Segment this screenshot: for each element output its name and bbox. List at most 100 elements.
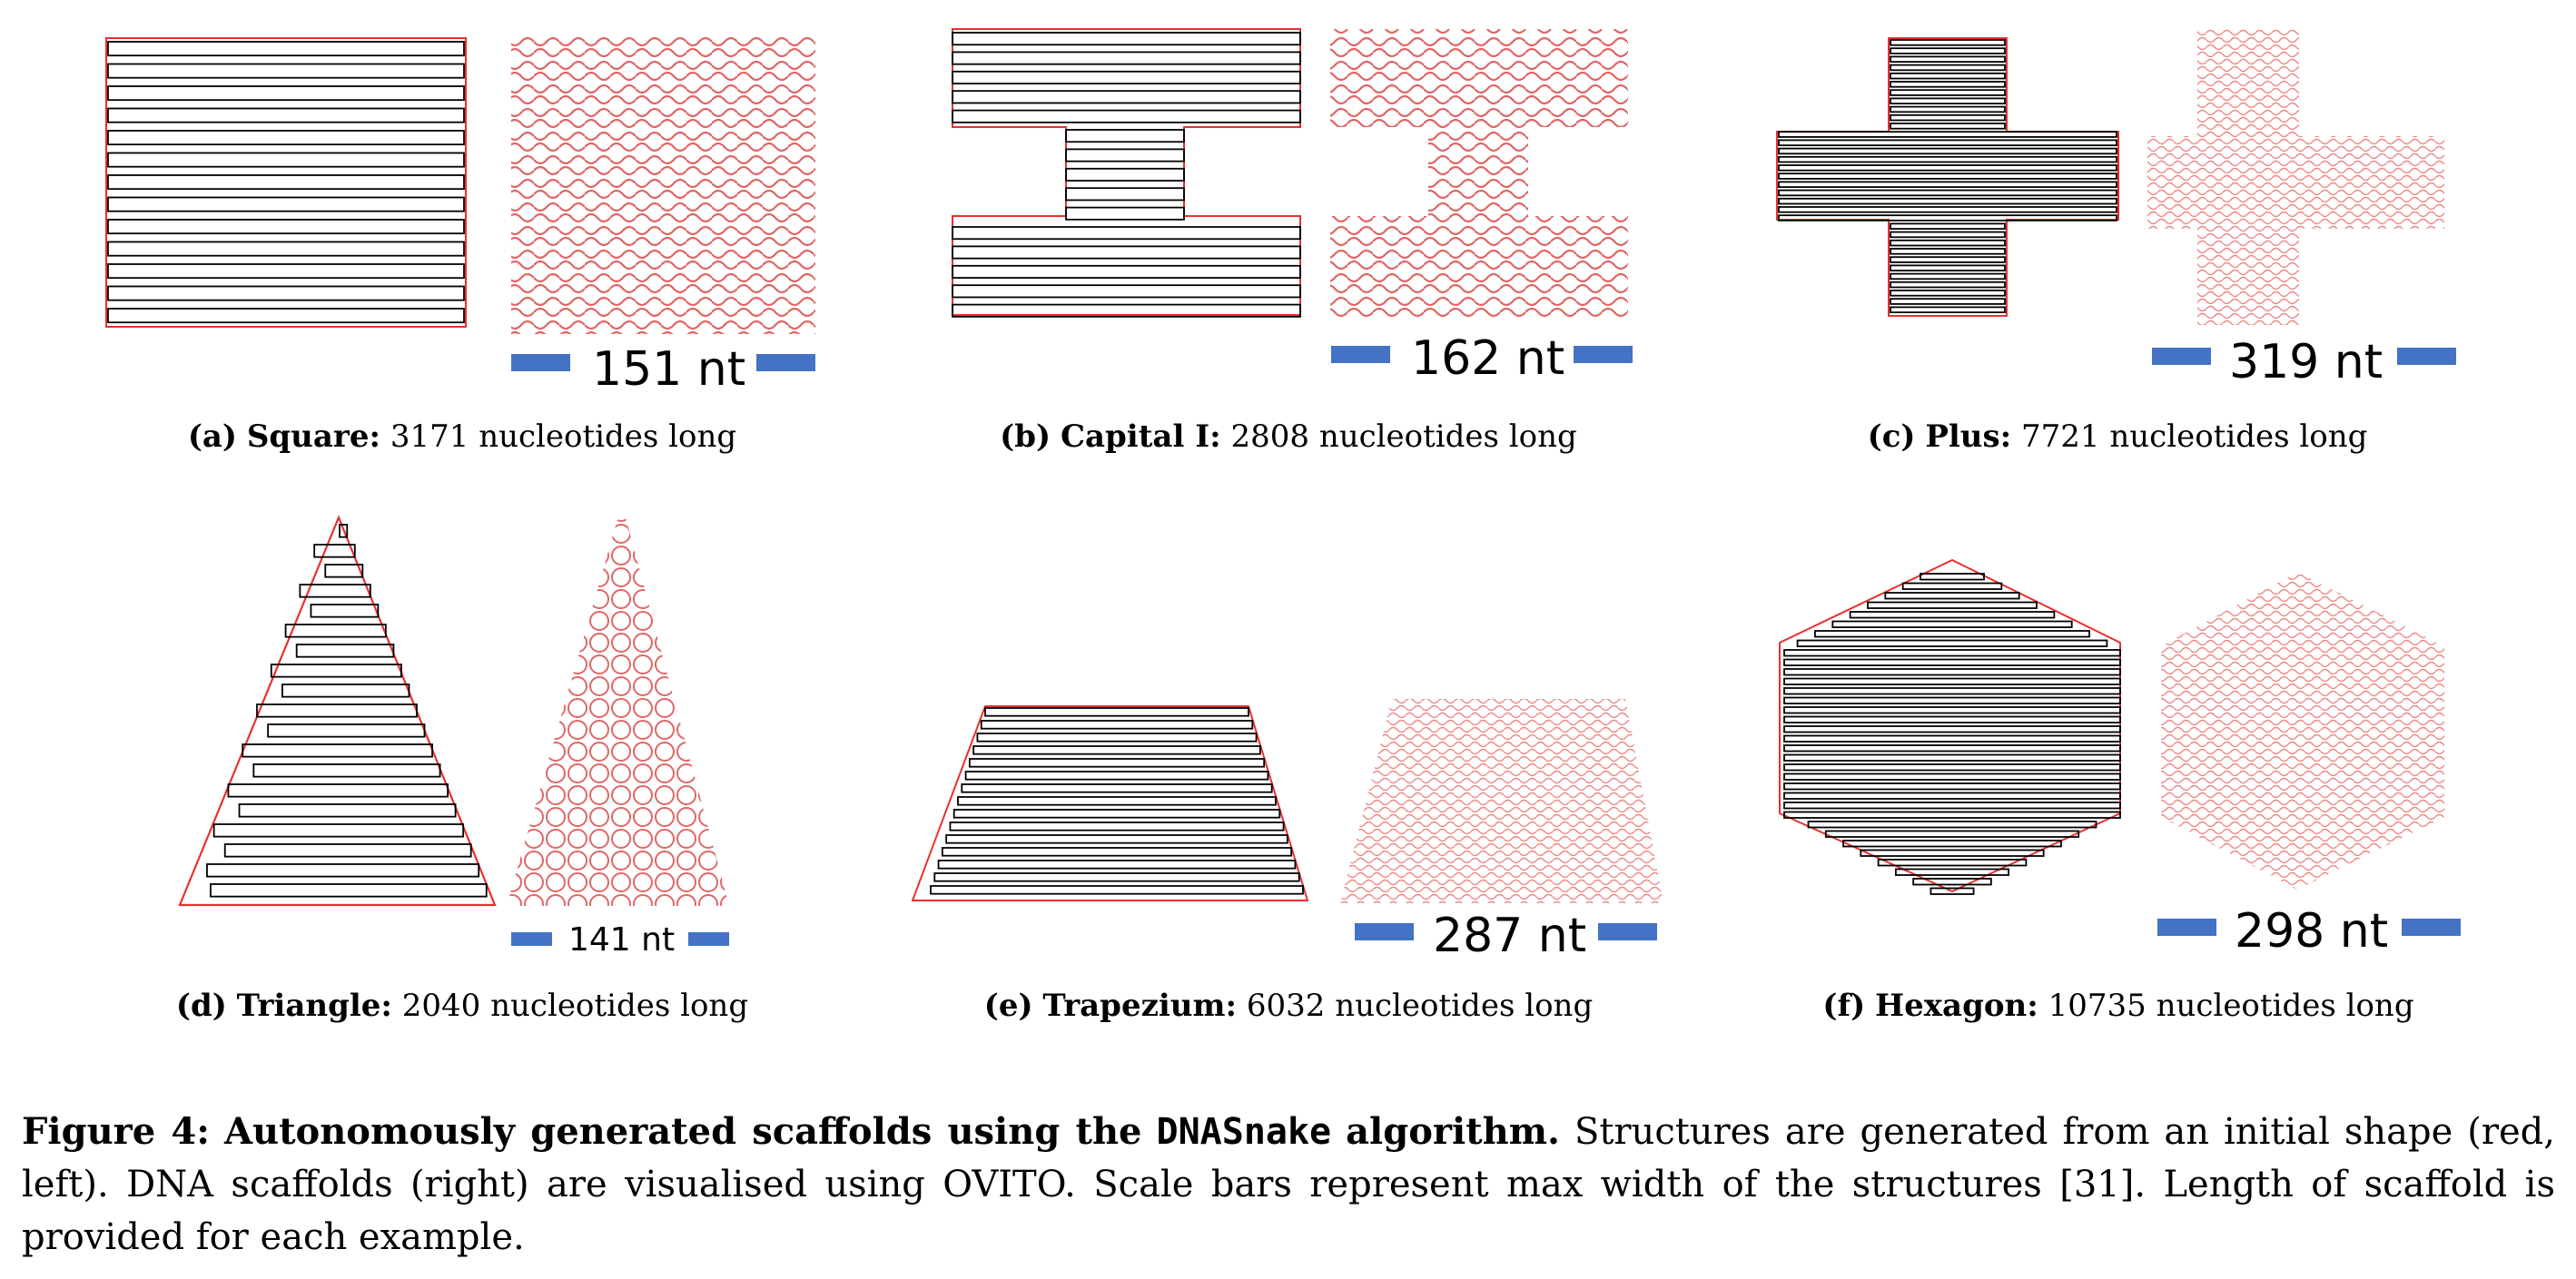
scale-label-f: 298 nt (2235, 904, 2389, 959)
square-path-row (107, 196, 465, 212)
scale-bar-right-d (688, 932, 729, 946)
plus-path-row (1890, 97, 2006, 105)
triangle-path-row (295, 644, 395, 658)
caption-f-length: 10735 (2048, 988, 2147, 1024)
capital-i-path-row (952, 284, 1301, 299)
triangle-path-row (339, 524, 349, 538)
scale-bar-left-b (1331, 346, 1390, 363)
plus-path-row (1778, 181, 2117, 189)
plus-path-row (1890, 239, 2006, 247)
trapezium-path-row (957, 796, 1277, 806)
caption-e-suffix: nucleotides long (1335, 988, 1594, 1024)
hexagon-path-row (1783, 715, 2121, 723)
plus-path-row (1890, 272, 2006, 280)
plus-path-row (1890, 248, 2006, 255)
hexagon-path-row (1930, 887, 1975, 895)
plus-path-row (1890, 264, 2006, 272)
scale-label-c: 319 nt (2229, 335, 2384, 389)
caption-c: (c) Plus: 7721 nucleotides long (1868, 421, 2368, 452)
plus-path-row (1890, 105, 2006, 113)
trapezium-path-row (941, 847, 1293, 857)
trapezium-path-row (945, 834, 1288, 844)
square-path-row (107, 107, 465, 123)
hexagon-path-row (1783, 658, 2121, 666)
plus-path-row (1890, 72, 2006, 80)
scale-bar-left-a (511, 354, 570, 371)
square-outline (105, 37, 467, 328)
square-scaffold (511, 34, 815, 334)
figure-caption-algorithm: DNASnake (1156, 1111, 1332, 1153)
capital-i-path-row (952, 70, 1301, 84)
caption-a-length: 3171 (390, 418, 469, 455)
triangle-path-row (210, 883, 488, 898)
trapezium-outline (911, 705, 1309, 901)
caption-a-suffix: nucleotides long (479, 418, 737, 455)
caption-a-label: (a) (187, 418, 238, 455)
capital-i-path-row (1065, 206, 1185, 221)
caption-b-suffix: nucleotides long (1318, 418, 1577, 455)
hexagon-path-row (1783, 753, 2121, 762)
scale-bar-right-e (1598, 923, 1657, 940)
capital-i-path-row (952, 51, 1301, 65)
hexagon-path-row (1796, 639, 2108, 647)
hexagon-path-row (1783, 792, 2121, 800)
triangle-path-row (299, 584, 371, 598)
plus-path-row (1890, 64, 2006, 72)
scale-label-b: 162 nt (1411, 331, 1565, 386)
plus-path-row (1890, 290, 2006, 297)
trapezium-path-row (961, 783, 1273, 793)
hexagon-path-row (1783, 687, 2121, 695)
plus-scaffold (2147, 29, 2444, 325)
scale-bar-right-f (2402, 919, 2461, 936)
caption-f-suffix: nucleotides long (2156, 988, 2414, 1024)
plus-path-row (1778, 214, 2117, 221)
triangle-path-row (242, 743, 433, 758)
capital-i-path-row (952, 303, 1301, 318)
figure-caption: Figure 4: Autonomously generated scaffol… (22, 1106, 2555, 1264)
plus-path-row (1890, 55, 2006, 64)
plus-path-row (1890, 39, 2006, 46)
caption-b-name: Capital I: (1060, 418, 1221, 455)
hexagon-path-row (1783, 802, 2121, 810)
caption-b: (b) Capital I: 2808 nucleotides long (1000, 421, 1577, 452)
trapezium-path-row (968, 758, 1266, 768)
square-path-row (107, 85, 465, 102)
scale-bar-right-c (2397, 348, 2456, 365)
hexagon-path-row (1783, 725, 2121, 733)
trapezium-scaffold (1340, 699, 1663, 903)
capital-i-path-row (952, 245, 1301, 260)
caption-d: (d) Triangle: 2040 nucleotides long (176, 990, 748, 1021)
capital-i-path-row (952, 226, 1301, 241)
plus-path-row (1778, 139, 2117, 147)
trapezium-path-row (984, 707, 1249, 717)
scale-label-e: 287 nt (1433, 909, 1587, 963)
capital-i-path-row (952, 32, 1301, 46)
hexagon-path-row (1783, 668, 2121, 676)
capital-i-path-row (1065, 187, 1185, 202)
figure-caption-title-post: algorithm. (1346, 1110, 1560, 1153)
square-path-row (107, 263, 465, 280)
hexagon-outline (1779, 558, 2121, 893)
scale-bar-left-f (2157, 919, 2216, 936)
hexagon-path-row (1860, 849, 2045, 857)
triangle-outline (178, 515, 497, 907)
caption-d-suffix: nucleotides long (490, 988, 749, 1024)
scale-bar-left-c (2152, 348, 2211, 365)
plus-path-row (1890, 81, 2006, 88)
trapezium-path-row (933, 872, 1300, 882)
capital-i-scaffold (1330, 29, 1628, 320)
caption-d-length: 2040 (401, 988, 481, 1024)
scale-bar-left-d (511, 932, 552, 946)
square-path-row (107, 41, 465, 57)
hexagon-scaffold (2161, 572, 2444, 890)
plus-path-row (1778, 131, 2117, 138)
triangle-path-row (281, 684, 410, 698)
figure-caption-label: Figure 4: (22, 1110, 210, 1153)
triangle-path-row (206, 863, 480, 878)
hexagon-path-row (1842, 840, 2062, 848)
caption-c-name: Plus: (1925, 418, 2012, 455)
plus-path-row (1890, 89, 2006, 96)
plus-path-row (1890, 123, 2006, 130)
trapezium-path-row (964, 771, 1269, 781)
